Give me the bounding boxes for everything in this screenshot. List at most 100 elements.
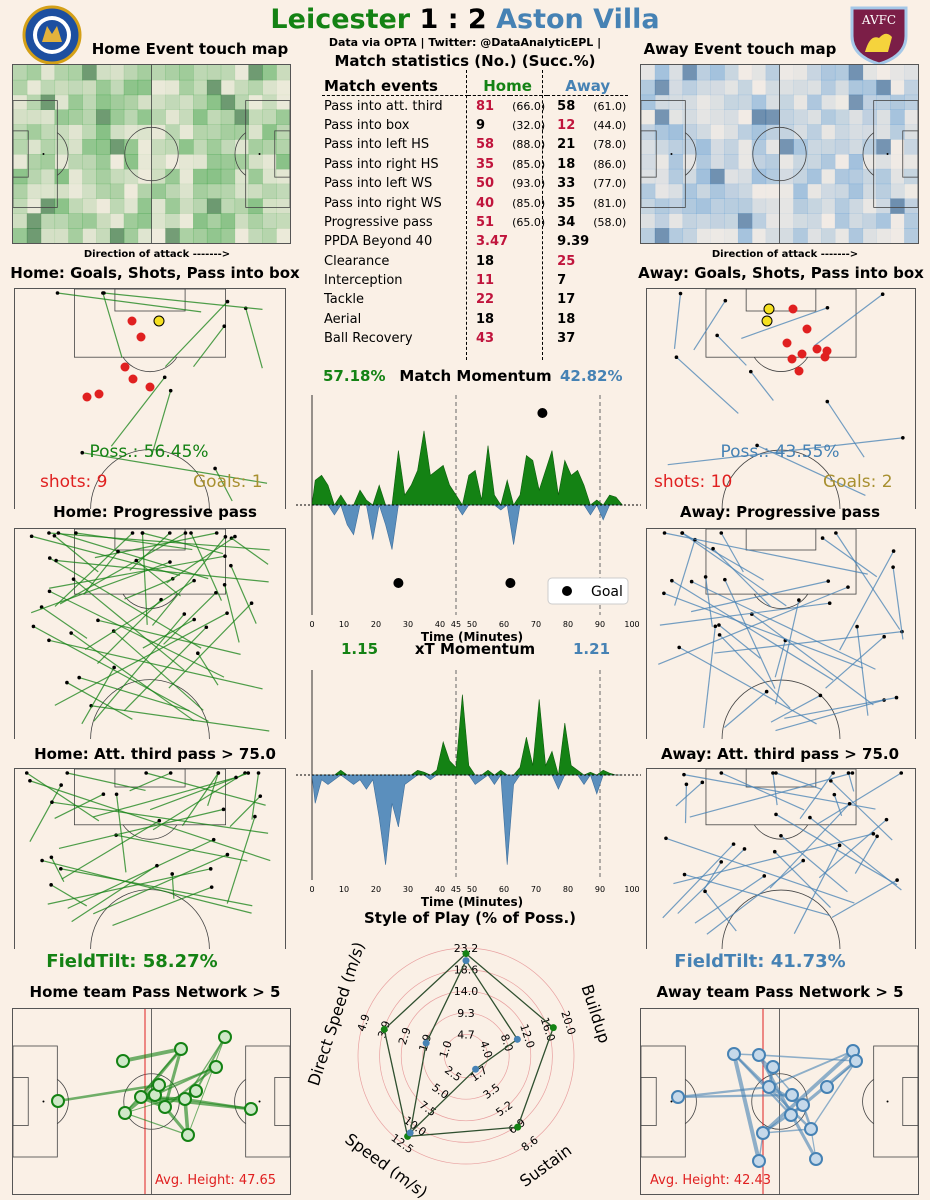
heat-cell: [821, 183, 836, 199]
pass-end-point: [29, 534, 34, 539]
heat-cell: [890, 228, 905, 243]
right-six: [274, 130, 290, 178]
heat-cell: [96, 213, 111, 229]
heat-cell: [724, 109, 739, 125]
heat-cell: [179, 65, 194, 81]
heat-cell: [262, 213, 277, 229]
stat-home-value: 22: [476, 292, 495, 308]
goal-ball-icon: [153, 315, 165, 327]
pass-end-point: [130, 531, 135, 535]
stat-home-pct: (65.0): [512, 215, 546, 229]
heat-cell: [641, 168, 656, 185]
heat-cell: [165, 183, 180, 199]
pass-end-point: [162, 375, 167, 380]
heat-cell: [724, 79, 739, 96]
heat-cell: [862, 65, 877, 81]
pass-line: [49, 590, 225, 678]
stat-home-value: 9: [476, 117, 486, 133]
right-box: [245, 1045, 290, 1158]
pass-line: [770, 694, 821, 723]
home-possession: Poss.: 56.45%: [89, 442, 209, 462]
pass-line: [97, 619, 241, 655]
pass-end-point: [774, 812, 778, 817]
heat-cell: [862, 154, 877, 170]
pass-line: [847, 772, 855, 792]
col-away: Away: [565, 76, 611, 95]
x-tick-label: 30: [403, 885, 413, 894]
heat-cell: [220, 228, 236, 243]
heat-cell: [220, 65, 236, 81]
away-fieldtilt: FieldTilt: 41.73%: [674, 951, 846, 972]
network-link: [124, 1112, 189, 1136]
pass-line: [756, 444, 866, 497]
pass-line: [691, 581, 876, 670]
pass-line: [110, 376, 166, 447]
pass-end-point: [192, 578, 196, 583]
pass-end-point: [829, 779, 833, 783]
heat-cell: [40, 198, 56, 214]
stat-away-value: 35: [557, 195, 576, 211]
pass-end-point: [899, 771, 904, 775]
penalty-box: [705, 289, 857, 358]
radar-ring: [357, 947, 575, 1165]
shot-marker: [120, 362, 130, 372]
heat-cell: [779, 183, 794, 199]
pass-line: [75, 532, 193, 551]
heat-cell: [765, 154, 780, 170]
heat-cell: [262, 79, 277, 96]
heat-cell: [137, 79, 152, 96]
pass-line: [835, 532, 901, 630]
heat-cell: [862, 109, 877, 125]
heat-cell: [765, 124, 780, 140]
away-team-name: Aston Villa: [496, 4, 660, 35]
heat-cell: [193, 213, 208, 229]
home-net-pitch: [12, 1008, 291, 1195]
heat-cell: [54, 139, 69, 155]
heat-cell: [682, 183, 697, 199]
heat-cell: [248, 94, 263, 110]
heat-cell: [834, 154, 850, 170]
pass-line: [70, 632, 195, 722]
home-att-title: Home: Att. third pass > 75.0: [34, 745, 276, 763]
pass-line: [51, 801, 269, 834]
pass-end-point: [140, 531, 145, 535]
shot-marker: [127, 316, 137, 326]
pass-line: [49, 557, 202, 649]
six-yard-box: [745, 289, 817, 312]
pass-end-point: [96, 618, 100, 623]
heat-cell: [890, 139, 905, 155]
heat-cell: [876, 154, 891, 170]
pass-end-point: [774, 771, 778, 775]
away-shots-title: Away: Goals, Shots, Pass into box: [638, 264, 924, 282]
heat-cell: [751, 198, 767, 214]
pass-end-point: [891, 549, 896, 553]
heat-cell: [751, 124, 767, 140]
pass-line: [774, 640, 786, 678]
stats-row: Pass into left WS 50 (93.0) 33 (77.0): [322, 174, 628, 193]
player-node: [756, 1126, 770, 1140]
pass-line: [49, 555, 226, 589]
heat-cell: [40, 65, 56, 81]
stat-away-value: 18: [557, 156, 576, 172]
heat-cell: [54, 79, 69, 96]
stat-away-pct: [591, 310, 628, 329]
pass-end-point: [674, 355, 679, 360]
heat-cell: [96, 168, 111, 185]
heat-cell: [206, 228, 222, 243]
heat-cell: [179, 109, 194, 125]
stat-away-value: 7: [557, 273, 567, 289]
heat-cell: [848, 213, 864, 229]
heat-cell: [848, 198, 864, 214]
pass-end-point: [101, 792, 106, 797]
away-goals-count: Goals: 2: [823, 472, 893, 492]
heat-cell: [123, 109, 139, 125]
x-tick-label: 100: [624, 885, 639, 894]
away-att-title: Away: Att. third pass > 75.0: [660, 745, 900, 763]
heat-cell: [165, 79, 180, 96]
radar-axis-label: Maintain: [432, 928, 501, 929]
shot-marker: [820, 352, 830, 362]
stats-row: Interception 11 7: [322, 271, 628, 290]
heat-cell: [68, 109, 83, 125]
pass-line: [29, 780, 271, 862]
heat-cell: [793, 168, 808, 185]
